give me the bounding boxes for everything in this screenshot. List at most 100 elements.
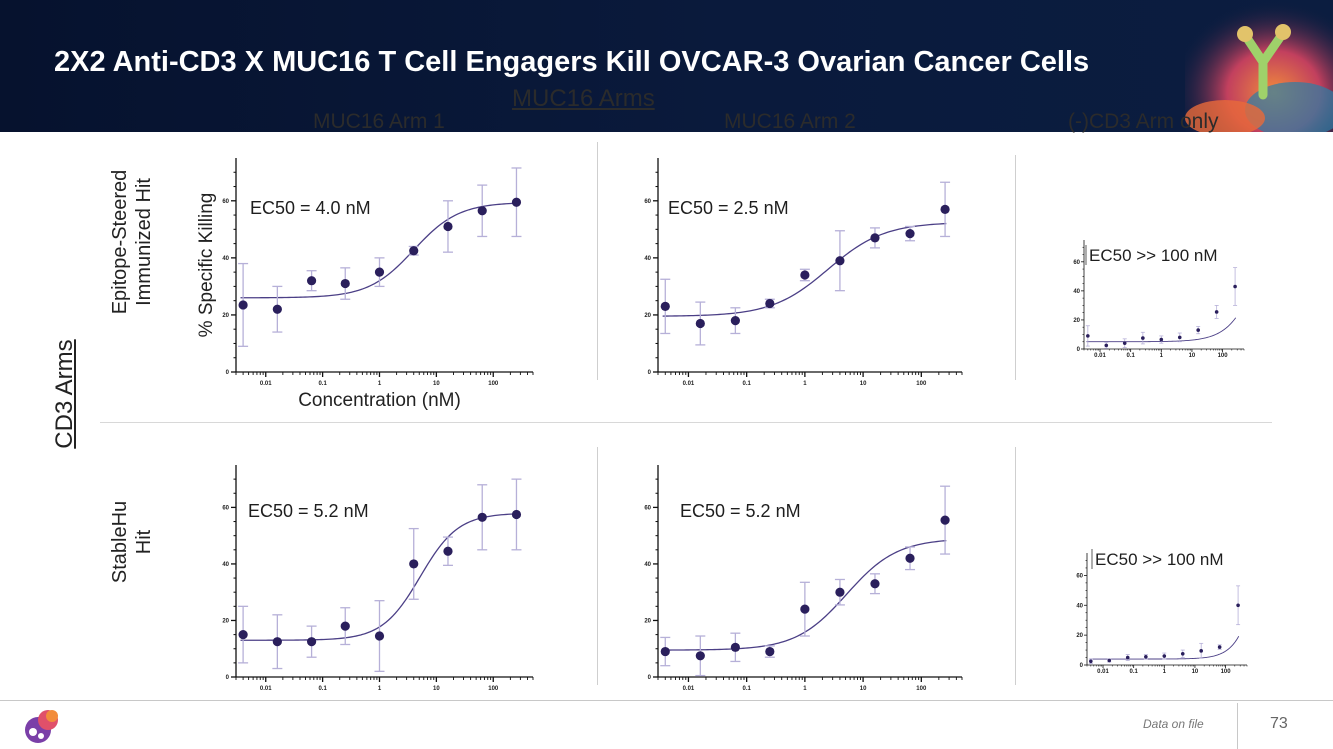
x-tick-label: 10	[1189, 353, 1196, 359]
chart-r2c2: 0 20 40 60 0.01 0.1 1 10 100 EC50 = 5.2 nM	[644, 465, 963, 692]
row-label-epitope-steered: Epitope-Steered Immunized Hit	[108, 152, 156, 332]
data-point	[905, 553, 915, 563]
data-point	[1144, 654, 1148, 659]
data-point	[1107, 658, 1112, 663]
row-label-line: StableHu	[109, 500, 131, 584]
data-point	[905, 229, 915, 239]
footer-divider-line	[0, 700, 1333, 701]
x-tick-label: 0.01	[260, 686, 272, 692]
x-tick-label: 1	[378, 381, 382, 387]
data-point	[443, 546, 453, 556]
data-point	[1162, 654, 1167, 658]
data-point	[409, 246, 419, 256]
data-point	[695, 318, 705, 329]
y-tick-label: 0	[1080, 663, 1084, 669]
x-tick-label: 100	[916, 686, 927, 692]
x-tick-label: 0.01	[683, 381, 695, 387]
y-tick-label: 0	[1077, 347, 1081, 353]
y-tick-label: 60	[222, 199, 229, 205]
data-point	[695, 651, 705, 661]
data-point	[800, 604, 810, 614]
row-label-line: Epitope-Steered	[109, 169, 131, 315]
data-point	[730, 642, 740, 652]
data-point	[1217, 645, 1222, 649]
y-tick-label: 40	[644, 562, 651, 568]
data-point	[1214, 310, 1219, 314]
x-tick-label: 100	[1221, 669, 1232, 675]
column-divider	[597, 142, 598, 380]
x-tick-label: 0.1	[1129, 669, 1138, 675]
y-tick-label: 0	[226, 370, 230, 376]
data-point	[1236, 603, 1240, 608]
y-tick-label: 40	[1076, 603, 1083, 609]
data-point	[1233, 284, 1237, 289]
ec50-annotation: EC50 >> 100 nM	[1089, 246, 1218, 265]
x-axis-title: Concentration (nM)	[298, 390, 461, 411]
y-tick-label: 40	[1073, 289, 1080, 295]
data-point	[940, 204, 950, 214]
company-logo-icon	[25, 710, 58, 743]
ec50-annotation: EC50 = 2.5 nM	[668, 198, 789, 218]
y-tick-label: 20	[222, 618, 229, 624]
x-tick-label: 1	[378, 686, 382, 692]
x-tick-label: 10	[433, 381, 440, 387]
data-point	[835, 256, 845, 266]
ec50-annotation: EC50 = 5.2 nM	[248, 501, 369, 521]
data-point	[1141, 336, 1145, 340]
x-tick-label: 0.1	[318, 686, 327, 692]
x-tick-label: 0.01	[683, 686, 695, 692]
row-label-line: Immunized Hit	[133, 178, 155, 306]
data-point	[730, 316, 740, 326]
data-point	[1199, 649, 1203, 653]
x-tick-label: 1	[803, 686, 807, 692]
x-tick-label: 100	[916, 381, 927, 387]
fit-curve	[662, 222, 947, 317]
y-tick-label: 40	[222, 562, 229, 568]
data-point	[272, 637, 282, 647]
y-tick-label: 20	[1073, 318, 1080, 324]
data-point	[511, 509, 522, 520]
y-tick-label: 60	[222, 505, 229, 511]
cd3-arms-label: CD3 Arms	[51, 339, 78, 449]
x-tick-label: 0.01	[1097, 669, 1109, 675]
chart-r2c1: 0 20 40 60 0.01 0.1 1 10 100 EC50 = 5.2 nM	[222, 465, 534, 692]
data-point	[800, 270, 810, 280]
y-tick-label: 20	[644, 313, 651, 319]
data-point	[660, 301, 670, 311]
x-tick-label: 100	[1218, 353, 1229, 359]
data-point	[443, 221, 453, 232]
data-point	[1180, 652, 1185, 656]
data-point	[511, 197, 522, 207]
footer-divider	[1237, 703, 1238, 749]
x-tick-label: 10	[433, 686, 440, 692]
y-tick-label: 20	[1076, 633, 1083, 639]
chart-r2c3: 0 20 40 60 0.01 0.1 1 10 100 EC50 >> 100 nM	[1076, 549, 1248, 675]
y-axis-title: % Specific Killing	[196, 193, 217, 338]
y-tick-label: 60	[644, 199, 651, 205]
x-tick-label: 0.1	[742, 381, 751, 387]
data-point	[1089, 659, 1093, 664]
chart-r1c3: 0 20 40 60 0.01 0.1 1 10 100 EC50 >> 100 nM	[1073, 240, 1245, 359]
column-divider	[597, 447, 598, 685]
slide-header: 2X2 Anti-CD3 X MUC16 T Cell Engagers Kil…	[0, 0, 1333, 132]
x-tick-label: 0.1	[742, 686, 751, 692]
ec50-annotation: EC50 >> 100 nM	[1095, 550, 1224, 569]
data-point	[1159, 337, 1164, 342]
x-tick-label: 1	[803, 381, 807, 387]
x-tick-label: 100	[488, 686, 499, 692]
data-point	[477, 206, 487, 216]
x-tick-label: 10	[1192, 669, 1199, 675]
data-point	[238, 300, 248, 310]
ec50-annotation: EC50 = 4.0 nM	[250, 198, 371, 218]
data-point	[1122, 341, 1127, 345]
x-tick-label: 0.1	[318, 381, 327, 387]
y-tick-label: 40	[222, 256, 229, 262]
column-label-cd3-only: (-)CD3 Arm only	[1068, 110, 1219, 133]
muc16-arms-label: MUC16 Arms	[512, 85, 655, 112]
slide-title: 2X2 Anti-CD3 X MUC16 T Cell Engagers Kil…	[54, 46, 1090, 78]
data-point	[340, 621, 350, 631]
data-point	[272, 304, 282, 314]
x-tick-label: 0.01	[1094, 353, 1106, 359]
x-tick-label: 100	[488, 381, 499, 387]
data-point	[660, 646, 670, 657]
